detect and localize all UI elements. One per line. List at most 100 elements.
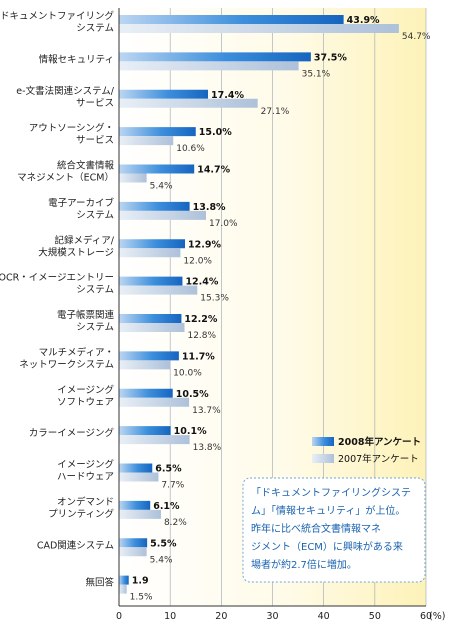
bar-2008: [119, 500, 151, 510]
bar-2008: [119, 127, 196, 137]
annotation-line: 場者が約2.7倍に増加。: [251, 558, 357, 571]
annotation-line: ム」「情報セキュリティ」が上位。: [251, 504, 405, 517]
category-label: OCR・イメージエントリー: [0, 273, 114, 284]
value-label-2007: 10.6%: [176, 144, 205, 154]
bar-2007: [119, 360, 171, 370]
legend: 2008年アンケート 2007年アンケート: [312, 436, 421, 465]
bar-2007: [119, 136, 174, 146]
annotation-line: 「ドキュメントファイリングシステ: [251, 486, 411, 499]
value-label-2008: 1.9: [132, 576, 149, 587]
category-label: オンデマンド: [57, 496, 114, 508]
value-label-2008: 13.8%: [193, 202, 226, 213]
value-label-2007: 15.3%: [200, 294, 229, 304]
bar-2008: [119, 388, 173, 398]
bar-2007: [119, 98, 258, 108]
bar-2008: [119, 575, 129, 585]
category-label: システム: [76, 322, 114, 333]
value-label-2007: 7.7%: [161, 481, 184, 491]
value-label-2008: 37.5%: [314, 52, 347, 63]
bar-2008: [119, 15, 344, 24]
category-label: サービス: [76, 98, 114, 109]
category-label: 無回答: [85, 577, 114, 589]
value-label-2008: 6.1%: [153, 501, 180, 512]
bar-2008: [119, 52, 311, 62]
bar-2007: [119, 248, 181, 258]
value-label-2007: 8.2%: [164, 518, 187, 528]
value-label-2008: 11.7%: [182, 351, 215, 362]
bar-2008: [119, 89, 209, 99]
category-label: ネットワークシステム: [19, 359, 114, 370]
category-label: サービス: [76, 135, 114, 146]
value-label-2008: 12.9%: [188, 239, 221, 250]
value-label-2007: 17.0%: [209, 219, 238, 229]
category-label: アウトソーシング・: [29, 122, 114, 134]
x-tick-label: 40: [318, 611, 330, 622]
value-label-2008: 10.5%: [176, 389, 209, 400]
bars: [119, 15, 399, 594]
bar-2008: [119, 239, 186, 249]
bar-2008: [119, 351, 179, 361]
category-label: 記録メディア/: [54, 234, 114, 246]
category-label: 電子帳票関連: [57, 309, 115, 321]
x-tick-label: 20: [215, 611, 227, 622]
category-label: 統合文書情報: [57, 160, 115, 172]
x-tick-label: 30: [266, 611, 278, 622]
value-label-2007: 54.7%: [402, 32, 431, 42]
bar-2007: [119, 24, 399, 33]
x-tick-label: 60: [420, 611, 432, 622]
bar-2007: [119, 210, 206, 220]
category-label: e-文書法関連システム/: [16, 85, 114, 97]
bar-2007: [119, 584, 127, 594]
bar-2008: [119, 201, 190, 211]
annotation-line: 昨年に比べ統合文書情報マネ: [251, 522, 381, 535]
category-label: システム: [76, 210, 114, 221]
legend-swatch-2008: [312, 437, 334, 446]
category-label: ソフトウェア: [57, 397, 114, 408]
annotation-box: 「ドキュメントファイリングシステム」「情報セキュリティ」が上位。昨年に比べ統合文…: [242, 477, 426, 583]
category-label: 情報セキュリティ: [39, 53, 114, 65]
category-label: 大規模ストレージ: [38, 246, 114, 258]
value-label-2008: 12.2%: [184, 314, 217, 325]
bar-2008: [119, 164, 195, 174]
value-label-2007: 5.4%: [150, 182, 173, 192]
value-label-2007: 12.0%: [183, 256, 212, 266]
value-label-2008: 15.0%: [199, 127, 232, 138]
bar-2008: [119, 314, 182, 323]
bar-2007: [119, 435, 190, 445]
x-tick-label: 10: [164, 611, 176, 622]
bar-2007: [119, 472, 159, 482]
value-label-2007: 13.7%: [192, 406, 221, 416]
x-unit-label: (%): [429, 611, 445, 622]
x-tick-label: 0: [116, 611, 122, 622]
x-tick-label: 50: [369, 611, 381, 622]
value-label-2007: 27.1%: [261, 107, 290, 117]
bar-2007: [119, 61, 299, 71]
value-label-2008: 17.4%: [211, 90, 244, 101]
category-label: システム: [76, 23, 114, 34]
category-label: イメージング: [57, 384, 114, 396]
category-label: カラーイメージング: [29, 427, 115, 439]
category-label: マネジメント（ECM）: [17, 172, 114, 184]
bar-2008: [119, 426, 171, 436]
bar-2008: [119, 538, 148, 548]
value-label-2008: 12.4%: [185, 277, 218, 288]
value-label-2007: 12.8%: [187, 331, 216, 341]
category-label: ドキュメントファイリング: [0, 10, 114, 22]
bar-2007: [119, 547, 147, 557]
bar-2007: [119, 509, 161, 519]
value-label-2008: 5.5%: [150, 538, 177, 549]
value-label-2007: 5.4%: [150, 555, 173, 565]
category-label: 電子アーカイブ: [48, 197, 114, 209]
bar-2007: [119, 173, 147, 183]
category-label: システム: [76, 285, 114, 296]
value-label-2008: 10.1%: [174, 426, 207, 437]
legend-swatch-2007: [312, 454, 334, 463]
bar-2007: [119, 397, 190, 407]
category-label: マルチメディア・: [39, 346, 114, 358]
bar-2007: [119, 285, 198, 295]
value-label-2007: 1.5%: [130, 593, 153, 603]
value-label-2007: 35.1%: [302, 69, 331, 79]
